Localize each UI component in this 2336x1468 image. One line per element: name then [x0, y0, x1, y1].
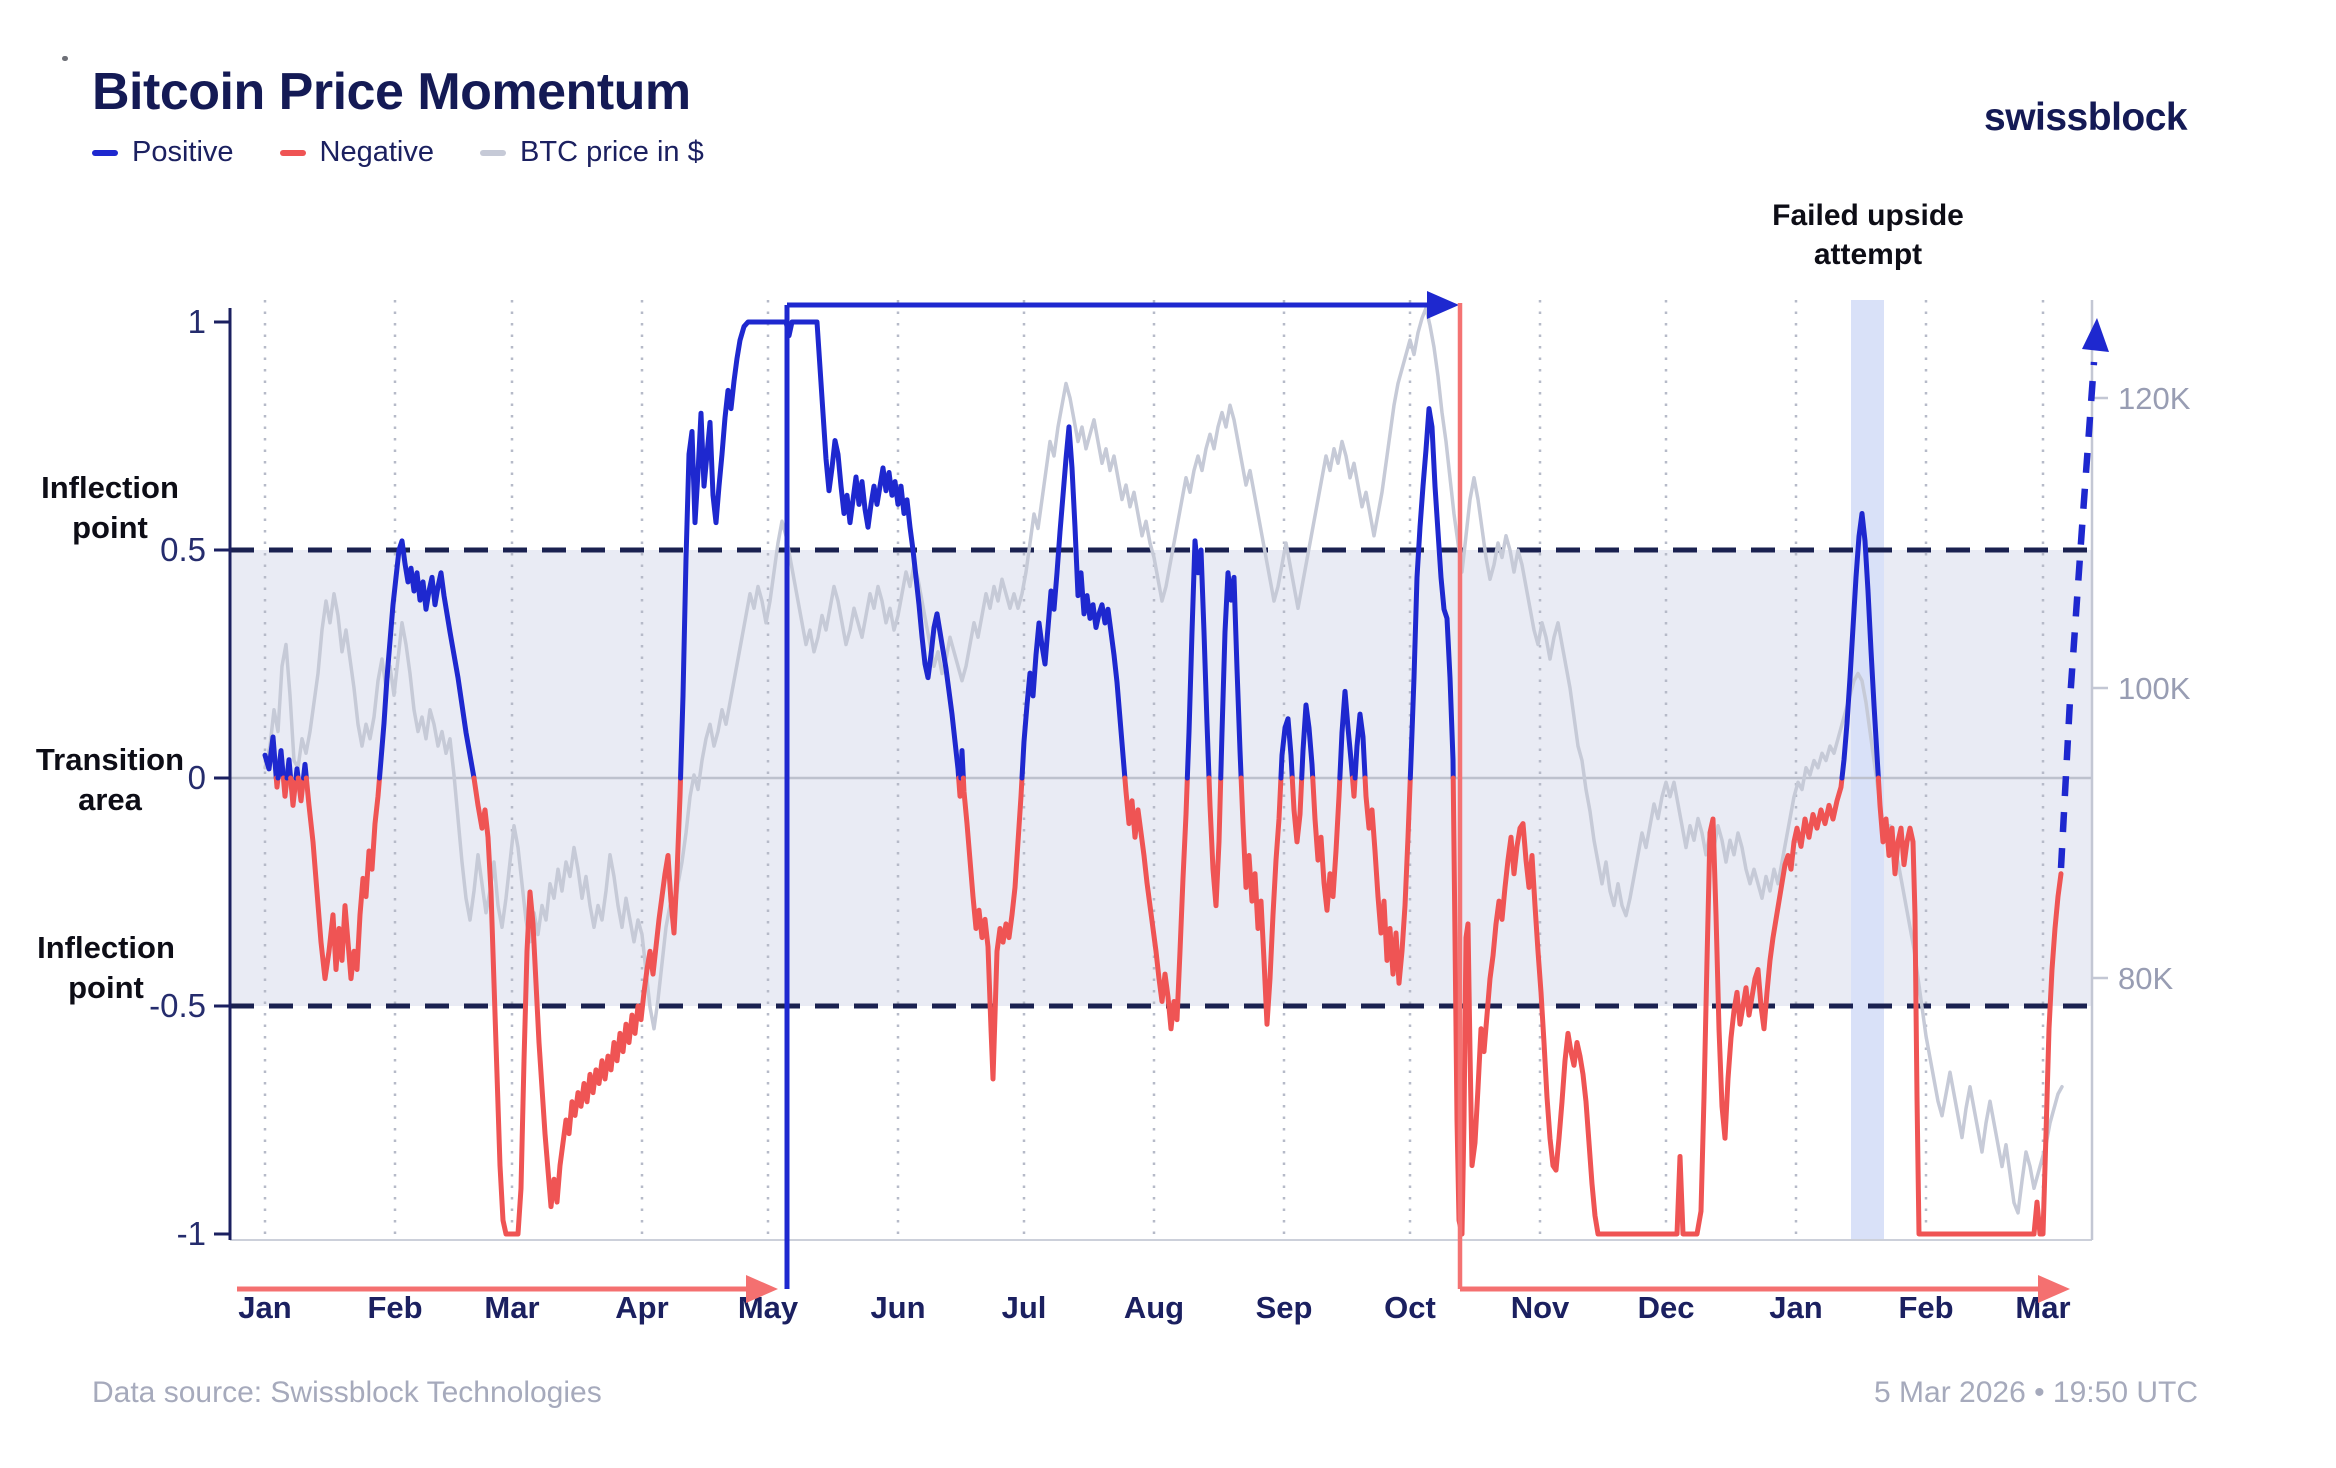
momentum-positive-segment-0 [262, 734, 279, 781]
momentum-positive-segment-16 [1019, 424, 1128, 781]
negative-dash-icon [279, 149, 306, 156]
momentum-positive-segment-30 [1407, 406, 1456, 781]
data-source-text: Data source: Swissblock Technologies [92, 1376, 602, 1409]
x-axis-label-feb-13: Feb [1898, 1290, 1953, 1325]
failed-upside-attempt-label: Failed upside attempt [1772, 199, 1964, 271]
legend-item-positive: Positive [92, 136, 234, 169]
momentum-positive-segment-22 [1278, 716, 1295, 781]
x-axis-label-jun-5: Jun [870, 1290, 925, 1325]
momentum-positive-segment-28 [1352, 711, 1368, 781]
x-axis-label-sep-8: Sep [1256, 1290, 1313, 1325]
red-bottom-arrow-jan-may-arrowhead-icon [746, 1275, 778, 1303]
momentum-negative-segment-15 [960, 775, 1025, 1082]
momentum-negative-segment-29 [1362, 775, 1413, 986]
momentum-positive-segment-12 [678, 319, 962, 781]
corner-mark [62, 56, 68, 61]
projection-dashed-arrow [2057, 361, 2098, 869]
momentum-positive-segment-2 [275, 748, 286, 781]
blue-arrowhead-right-icon [1427, 291, 1459, 319]
projection-arrowhead-up-icon [2082, 318, 2109, 352]
momentum-negative-segment-27 [1350, 775, 1358, 799]
momentum-negative-segment-23 [1289, 775, 1305, 845]
momentum-negative-segment-21 [1238, 775, 1284, 1027]
btc-price-dash-icon [480, 149, 507, 156]
right-axis-tick-label-0: 120K [2118, 381, 2191, 416]
momentum-negative-segment-31 [1450, 775, 1845, 1237]
momentum-negative-segment-25 [1310, 775, 1343, 913]
x-axis-label-jul-6: Jul [1002, 1290, 1047, 1325]
left-axis-tick-label-4: -1 [177, 1215, 206, 1252]
x-axis-label-feb-1: Feb [367, 1290, 422, 1325]
x-axis-label-mar-2: Mar [484, 1290, 539, 1325]
red-bottom-arrow-oct-mar-arrowhead-icon [2038, 1275, 2070, 1303]
momentum-negative-segment-11 [471, 775, 684, 1237]
legend-item-btc-price: BTC price in $ [480, 136, 704, 169]
inflection-point-label-upper: Inflection point [41, 470, 179, 545]
transition-area-label: Transition area [35, 742, 185, 817]
right-axis-tick-label-1: 100K [2118, 671, 2191, 706]
momentum-negative-segment-13 [956, 775, 964, 799]
right-axis-tick-label-2: 80K [2118, 961, 2173, 996]
momentum-negative-segment-3 [280, 775, 290, 799]
momentum-positive-segment-20 [1218, 570, 1244, 781]
left-axis-tick-label-2: 0 [188, 759, 206, 796]
legend-label-btc-price: BTC price in $ [520, 136, 704, 168]
momentum-positive-segment-26 [1337, 688, 1355, 781]
momentum-positive-segment-32 [1839, 511, 1881, 781]
swissblock-logo: swissblock [1984, 96, 2188, 139]
legend-label-positive: Positive [132, 136, 234, 168]
left-axis-tick-label-1: 0.5 [160, 531, 206, 568]
positive-dash-icon [92, 149, 118, 156]
momentum-negative-segment-17 [1122, 775, 1190, 1032]
momentum-positive-segment-4 [284, 757, 294, 781]
momentum-negative-segment-9 [303, 775, 382, 982]
x-axis-label-nov-10: Nov [1511, 1290, 1570, 1325]
btc-price-line [263, 306, 2064, 1215]
momentum-negative-segment-19 [1206, 775, 1224, 909]
x-axis-label-oct-9: Oct [1384, 1290, 1436, 1325]
x-axis-label-apr-3: Apr [615, 1290, 668, 1325]
momentum-positive-segment-14 [958, 748, 966, 781]
x-axis-label-jan-12: Jan [1769, 1290, 1822, 1325]
chart-legend: Positive Negative BTC price in $ [92, 136, 704, 169]
momentum-negative-segment-33 [1875, 775, 2064, 1237]
legend-label-negative: Negative [319, 136, 435, 168]
momentum-positive-segment-18 [1184, 538, 1212, 781]
momentum-positive-segment-24 [1299, 702, 1316, 781]
momentum-negative-segment-7 [295, 775, 306, 804]
momentum-positive-segment-8 [301, 761, 309, 781]
x-axis-label-jan-0: Jan [238, 1290, 291, 1325]
left-axis-tick-label-3: -0.5 [149, 987, 206, 1024]
left-axis-tick-label-0: 1 [188, 303, 206, 340]
momentum-positive-segment-6 [293, 766, 301, 781]
page-title: Bitcoin Price Momentum [92, 63, 691, 121]
x-axis-label-dec-11: Dec [1638, 1290, 1695, 1325]
x-axis-label-aug-7: Aug [1124, 1290, 1184, 1325]
momentum-negative-segment-5 [288, 775, 299, 808]
legend-item-negative: Negative [279, 136, 435, 169]
timestamp-text: 5 Mar 2026 • 19:50 UTC [1874, 1376, 2198, 1409]
momentum-positive-segment-10 [377, 538, 477, 781]
inflection-point-label-lower: Inflection point [37, 930, 175, 1005]
momentum-negative-segment-1 [273, 775, 281, 790]
